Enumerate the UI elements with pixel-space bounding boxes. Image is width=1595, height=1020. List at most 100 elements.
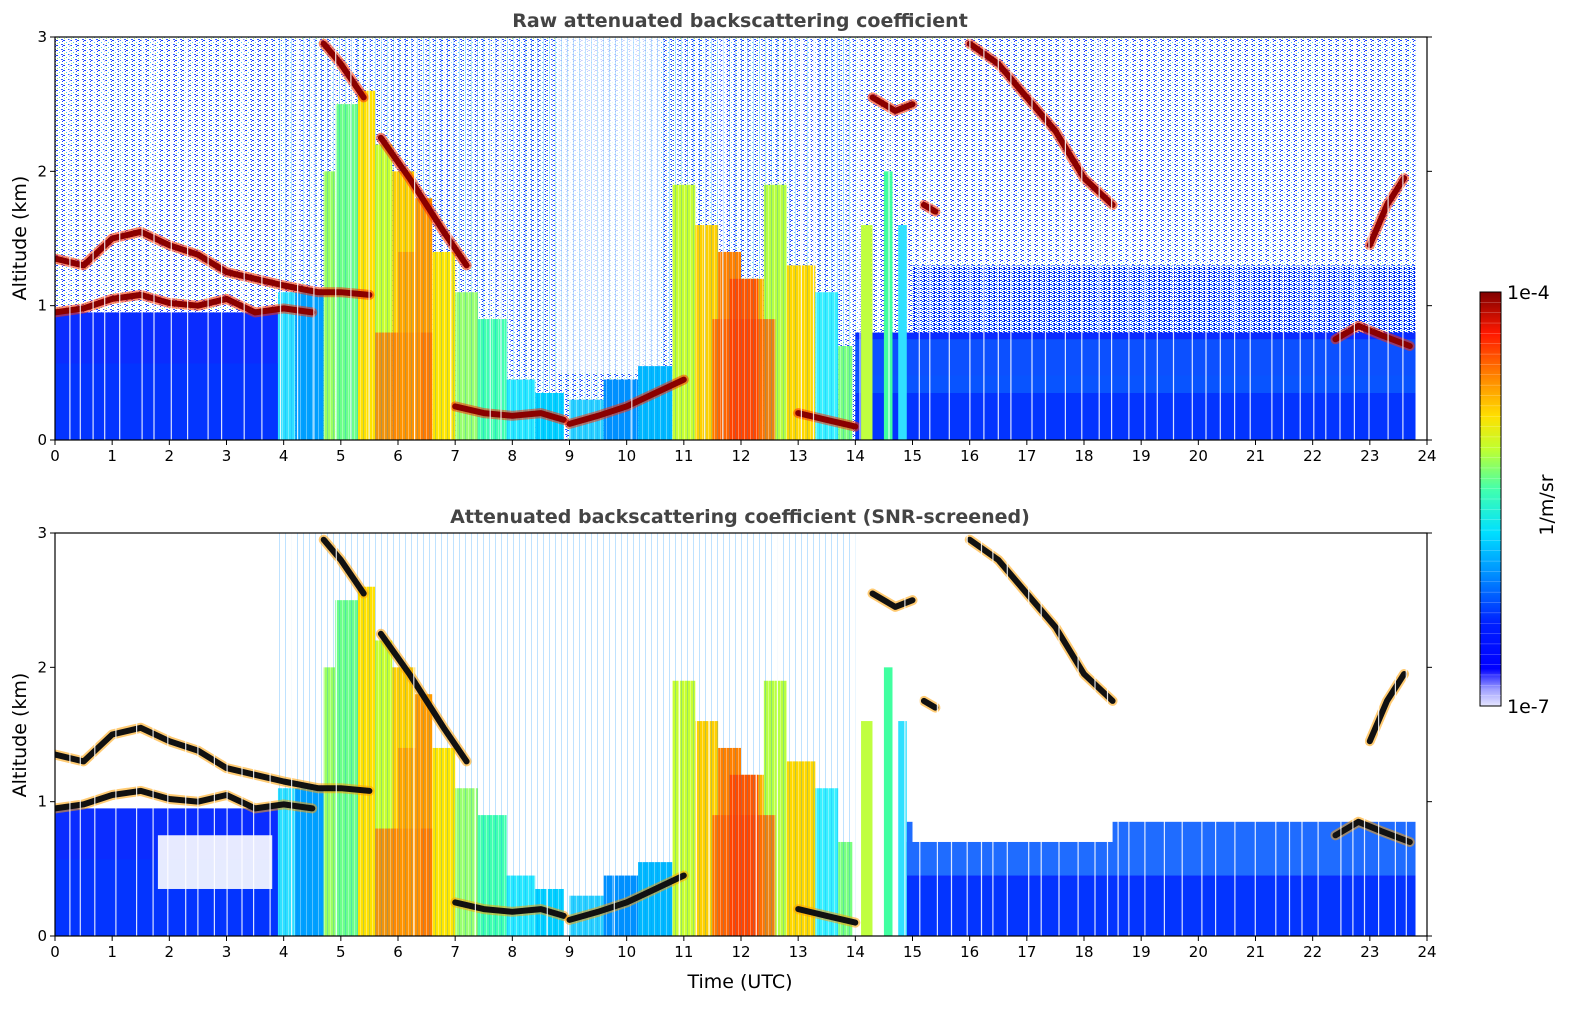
dropout-line <box>261 37 263 440</box>
precipitation-column <box>861 225 873 440</box>
dropout-line <box>104 37 106 440</box>
dropout-line <box>1058 533 1060 936</box>
panel1-title: Raw attenuated backscattering coefficien… <box>512 10 968 32</box>
dropout-line <box>226 533 228 936</box>
x-tick-label: 4 <box>279 447 289 465</box>
x-tick-label: 22 <box>1303 943 1322 961</box>
x-tick-label: 24 <box>1417 943 1436 961</box>
precipitation-column <box>883 171 893 440</box>
x-tick-label: 13 <box>789 447 808 465</box>
x-tick-label: 19 <box>1132 943 1151 961</box>
dropout-line <box>69 533 71 936</box>
dropout-line <box>450 37 452 440</box>
x-tick-label: 15 <box>903 943 922 961</box>
dropout-line <box>291 533 293 936</box>
dropout-line <box>1215 533 1217 936</box>
dropout-line <box>1094 533 1096 936</box>
dropout-line <box>969 37 971 440</box>
dropout-line <box>241 533 243 936</box>
dropout-line <box>919 533 921 936</box>
dropout-line <box>983 37 985 440</box>
cloud-layer <box>377 134 470 269</box>
dropout-line <box>546 533 548 936</box>
boundary-layer-core <box>906 879 1416 936</box>
y-tick-label: 1 <box>37 793 47 811</box>
dropout-line <box>704 37 706 440</box>
dropout-line <box>197 533 199 936</box>
x-tick-label: 2 <box>165 447 175 465</box>
x-tick-label: 17 <box>1017 447 1036 465</box>
precipitation-column <box>898 721 907 936</box>
x-tick-label: 21 <box>1246 447 1265 465</box>
y-tick-label: 0 <box>37 431 47 449</box>
cloud-layer <box>869 590 916 610</box>
dropout-line <box>1363 533 1366 936</box>
dropout-line <box>1282 37 1285 440</box>
dropout-line <box>1254 533 1256 936</box>
y-tick-label: 2 <box>37 658 47 676</box>
dropout-line <box>1339 37 1341 440</box>
panel1-heatmap <box>55 37 1427 440</box>
dropout-line <box>1301 533 1303 936</box>
x-tick-label: 9 <box>565 447 575 465</box>
dropout-line <box>1234 533 1236 936</box>
x-tick-label: 10 <box>617 447 636 465</box>
x-tick-label: 2 <box>165 943 175 961</box>
dropout-line <box>613 533 615 936</box>
screened-gap <box>912 761 1113 842</box>
colorbar-bands <box>1480 302 1501 696</box>
panel2-ylabel: Altitude (km) <box>9 673 31 798</box>
colorbar: 1e-4 1e-7 1/m/sr <box>1479 282 1558 718</box>
dropout-line <box>414 37 416 440</box>
x-tick-label: 19 <box>1132 447 1151 465</box>
column-streaks <box>277 37 856 440</box>
dropout-line <box>1144 37 1146 440</box>
x-tick-label: 8 <box>508 447 518 465</box>
dropout-line <box>1128 37 1130 440</box>
dropout-line <box>800 37 802 440</box>
dropout-line <box>1201 533 1203 936</box>
y-tick-label: 3 <box>37 28 47 46</box>
x-tick-label: 15 <box>903 447 922 465</box>
dropout-line <box>1352 533 1354 936</box>
dropout-line <box>1249 37 1251 440</box>
dropout-line <box>918 37 920 440</box>
dropout-line <box>1402 37 1404 440</box>
colorbar-unit-label: 1/m/sr <box>1536 474 1558 535</box>
dropout-line <box>1275 533 1277 936</box>
dropout-line <box>966 533 968 936</box>
boundary-layer-core <box>55 363 278 440</box>
dropout-line <box>1081 37 1083 440</box>
y-tick-label: 1 <box>37 297 47 315</box>
cloud-layer <box>320 40 367 101</box>
dropout-line <box>1064 37 1066 440</box>
dropout-line <box>1405 533 1407 936</box>
x-tick-label: 6 <box>393 943 403 961</box>
dropout-line <box>1117 533 1119 936</box>
dropout-line <box>269 533 271 936</box>
x-tick-label: 12 <box>731 943 750 961</box>
x-tick-label: 7 <box>450 447 460 465</box>
column-streaks <box>277 533 856 936</box>
dropout-line <box>948 37 950 440</box>
x-tick-label: 18 <box>1074 447 1093 465</box>
precipitation-column <box>898 225 907 440</box>
x-tick-label: 4 <box>279 943 289 961</box>
x-tick-label: 23 <box>1360 447 1379 465</box>
panel1-axes: 0 1 2 3 4 5 6 7 8 9 10 11 12 13 14 15 16 17 18 19 20 21 22 23 24… <box>37 28 1436 465</box>
x-tick-label: 5 <box>336 447 346 465</box>
x-tick-label: 1 <box>107 943 117 961</box>
x-tick-label: 11 <box>674 447 693 465</box>
dropout-line <box>1368 37 1370 440</box>
dropout-line <box>980 533 983 936</box>
panel2-heatmap <box>55 533 1427 936</box>
x-tick-label: 0 <box>50 943 60 961</box>
dropout-line <box>631 37 633 440</box>
dropout-line <box>1317 533 1319 936</box>
x-tick-label: 16 <box>960 943 979 961</box>
dropout-line <box>1044 37 1047 440</box>
cloud-layer <box>920 697 939 711</box>
dropout-line <box>1394 533 1396 936</box>
dropout-line <box>776 533 778 936</box>
x-tick-label: 0 <box>50 447 60 465</box>
